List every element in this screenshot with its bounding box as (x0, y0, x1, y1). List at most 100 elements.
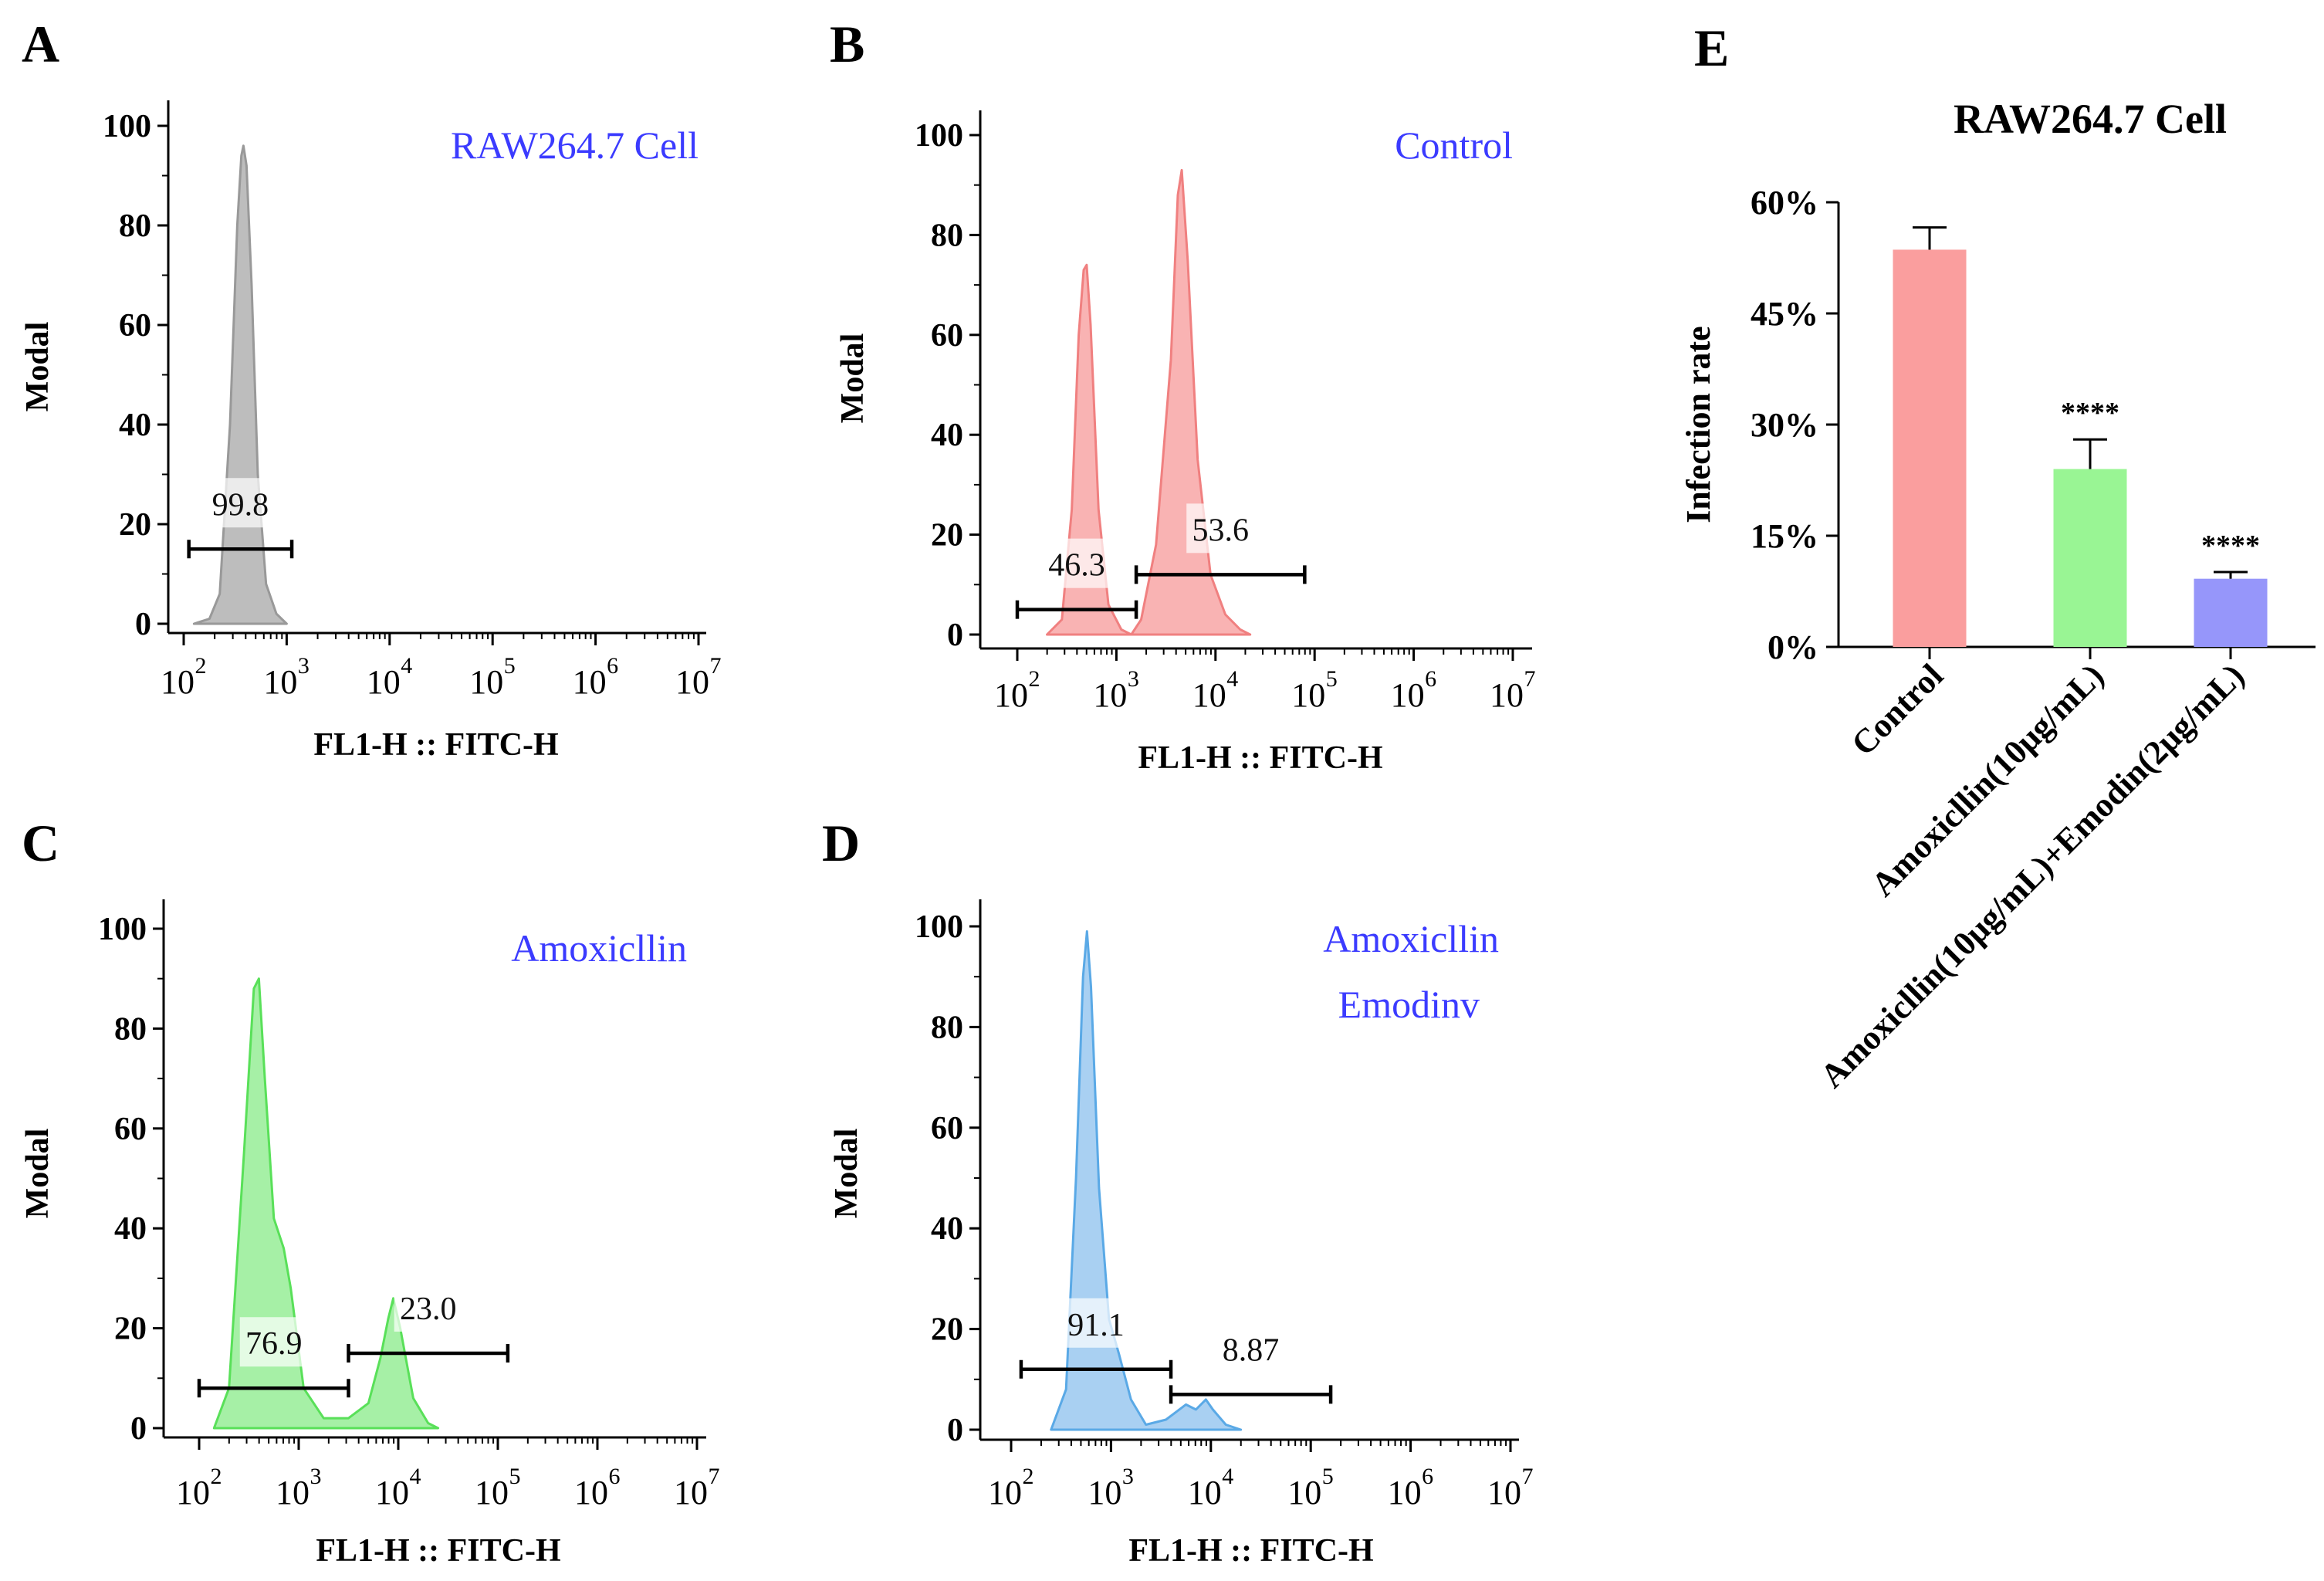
y-tick-label: 60 (119, 308, 151, 344)
bar-y-tick-label: 0% (1768, 628, 1818, 666)
x-tick-exponent: 6 (609, 1464, 621, 1489)
gate-label-background (1216, 1323, 1285, 1373)
y-tick-label: 60 (114, 1112, 147, 1147)
y-tick-label: 60 (931, 1111, 963, 1146)
bar-chart: 0%15%30%45%60%Control****Amoxicllin(10μg… (1751, 184, 2316, 1095)
x-tick-exponent: 4 (1222, 1464, 1233, 1489)
x-axis-title-d: FL1-H :: FITC-H (1128, 1533, 1373, 1569)
y-tick-label: 80 (119, 208, 151, 244)
x-tick-exponent: 2 (1029, 666, 1040, 692)
gate-label-background (1186, 503, 1255, 554)
x-tick-exponent: 5 (504, 653, 516, 679)
panel-e: E RAW264.7 Cell Infection rate 0% 15% 30% 4… (1680, 19, 2316, 1095)
gate-label-background (239, 1317, 308, 1367)
x-tick-exponent: 3 (298, 653, 310, 679)
panel-letter-c: C (22, 814, 59, 872)
x-axis-title-b: FL1-H :: FITC-H (1138, 740, 1382, 776)
x-tick-exponent: 3 (1122, 1464, 1134, 1489)
bar (2053, 469, 2127, 647)
panel-letter-d: D (822, 814, 860, 872)
x-tick-label: 10 (988, 1474, 1022, 1512)
gate-label-background (1061, 1298, 1130, 1348)
x-tick-exponent: 3 (1128, 666, 1139, 692)
x-tick-label: 10 (1291, 676, 1325, 714)
x-tick-label: 10 (1388, 1474, 1422, 1512)
x-tick-label: 10 (994, 676, 1028, 714)
x-tick-label: 10 (675, 663, 709, 701)
y-tick-label: 0 (947, 1413, 963, 1448)
x-tick-label: 10 (263, 663, 297, 701)
y-axis-title-c: Modal (20, 1129, 56, 1219)
histogram-series (212, 977, 440, 1430)
y-tick-label: 80 (931, 218, 963, 253)
y-tick-label: 20 (114, 1312, 147, 1347)
x-tick-label: 10 (375, 1474, 409, 1512)
x-tick-exponent: 6 (607, 653, 618, 679)
x-tick-exponent: 7 (1524, 666, 1536, 692)
y-tick-label: 40 (114, 1211, 147, 1247)
x-tick-label: 10 (276, 1474, 310, 1512)
significance-marker: **** (2201, 530, 2260, 562)
panel-letter-e: E (1694, 19, 1729, 77)
x-axis-title-a: FL1-H :: FITC-H (313, 727, 558, 763)
x-tick-label: 10 (574, 1474, 608, 1512)
x-tick-label: 10 (1490, 676, 1524, 714)
x-tick-label: 10 (573, 663, 607, 701)
x-tick-exponent: 2 (195, 653, 207, 679)
sample-label-c: Amoxicllin (511, 926, 687, 970)
x-tick-exponent: 7 (1522, 1464, 1534, 1489)
y-tick-label: 0 (947, 618, 963, 653)
gate-percentage: 53.6 (1192, 513, 1249, 548)
x-tick-label: 10 (1192, 676, 1226, 714)
histogram-series (192, 144, 288, 625)
x-tick-exponent: 7 (710, 653, 722, 679)
bar-y-axis-title: Infection rate (1680, 326, 1717, 523)
y-tick-label: 40 (931, 418, 963, 453)
gate-percentage: 46.3 (1048, 548, 1105, 584)
x-tick-exponent: 2 (211, 1464, 222, 1489)
gate-percentage: 8.87 (1223, 1332, 1280, 1368)
x-tick-exponent: 5 (1326, 666, 1338, 692)
x-tick-label: 10 (1487, 1474, 1521, 1512)
bar-y-tick-label: 60% (1751, 184, 1818, 222)
gate-percentage: 23.0 (400, 1292, 457, 1327)
x-axis-title-c: FL1-H :: FITC-H (316, 1533, 560, 1569)
sample-label-d-line1: Amoxicllin (1323, 917, 1499, 960)
bar (2194, 578, 2268, 647)
x-tick-exponent: 5 (509, 1464, 521, 1489)
gate-percentage: 99.8 (212, 487, 269, 523)
x-tick-label: 10 (469, 663, 503, 701)
x-tick-label: 10 (367, 663, 401, 701)
gate-percentage: 76.9 (245, 1326, 303, 1362)
y-tick-label: 20 (119, 507, 151, 543)
x-tick-exponent: 5 (1322, 1464, 1334, 1489)
y-tick-label: 0 (135, 607, 151, 642)
x-tick-exponent: 6 (1422, 1464, 1433, 1489)
x-tick-exponent: 2 (1023, 1464, 1034, 1489)
panel-letter-a: A (22, 15, 59, 73)
x-tick-exponent: 7 (709, 1464, 720, 1489)
significance-marker: **** (2061, 397, 2119, 429)
x-tick-label: 10 (475, 1474, 509, 1512)
x-tick-exponent: 4 (410, 1464, 421, 1489)
x-tick-label: 10 (1287, 1474, 1321, 1512)
x-tick-exponent: 4 (1226, 666, 1238, 692)
x-tick-exponent: 6 (1425, 666, 1436, 692)
x-tick-label: 10 (1088, 1474, 1121, 1512)
x-tick-label: 10 (1188, 1474, 1222, 1512)
x-tick-label: 10 (1093, 676, 1127, 714)
gate-percentage: 91.1 (1067, 1308, 1125, 1343)
sample-label-a: RAW264.7 Cell (451, 124, 699, 167)
y-tick-label: 0 (130, 1411, 147, 1447)
y-axis-title-a: Modal (20, 322, 56, 412)
sample-label-d-line2: Emodinv (1338, 983, 1480, 1026)
y-axis-title-d: Modal (829, 1129, 864, 1219)
panel-letter-b: B (830, 15, 864, 73)
x-tick-label: 10 (1391, 676, 1425, 714)
y-tick-label: 100 (915, 909, 963, 945)
